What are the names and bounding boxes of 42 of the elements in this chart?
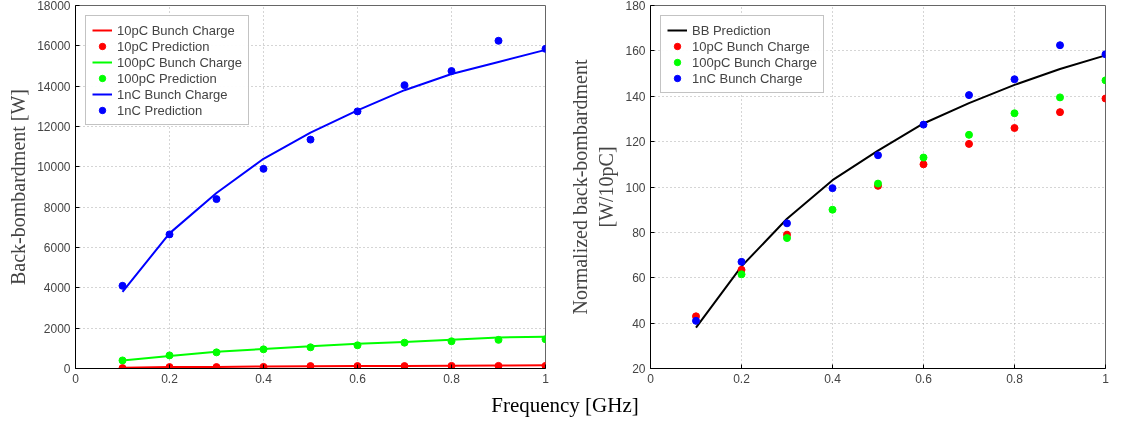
legend-label: 1nC Prediction (117, 102, 203, 118)
y-tick-label: 4000 (43, 281, 71, 296)
y-tick-label: 8000 (43, 200, 71, 215)
legend-label: 10pC Bunch Charge (692, 38, 810, 54)
x-tick-label: 0.2 (733, 371, 751, 386)
y-tick-label: 140 (625, 89, 646, 104)
y-tick-label: 180 (625, 0, 646, 13)
legend-label: 1nC Bunch Charge (117, 86, 228, 102)
legend-label: 1nC Bunch Charge (692, 70, 803, 86)
legend-label: BB Prediction (692, 22, 771, 38)
y-tick-label: 60 (632, 271, 646, 286)
x-tick-label: 0.8 (443, 371, 461, 386)
x-tick-label: 0.4 (255, 371, 273, 386)
y-tick-label: 20 (632, 362, 646, 376)
legend-label: 100pC Prediction (117, 70, 217, 86)
y-tick-label: 16000 (37, 39, 71, 54)
legend-label: 10pC Bunch Charge (117, 22, 235, 38)
y-tick-label: 80 (632, 225, 646, 240)
y-tick-label: 14000 (37, 79, 71, 94)
y-axis-title: Normalized back-bombardment [W/10pC] (569, 59, 619, 315)
y-tick-label: 0 (63, 362, 71, 376)
y-tick-label: 120 (625, 135, 646, 150)
y-tick-label: 100 (625, 180, 646, 195)
y-tick-label: 10000 (37, 160, 71, 175)
legend-label: 100pC Bunch Charge (117, 54, 243, 70)
x-tick-label: 1 (1102, 371, 1110, 386)
x-tick-label: 1 (542, 371, 550, 386)
y-axis-title: Back-bombardment [W] (7, 88, 30, 286)
x-tick-label: 0.4 (824, 371, 842, 386)
x-tick-label: 0.8 (1006, 371, 1024, 386)
y-tick-label: 40 (632, 316, 646, 331)
legend-label: 100pC Bunch Charge (692, 54, 818, 70)
y-tick-label: 12000 (37, 120, 71, 134)
x-tick-label: 0.6 (349, 371, 367, 386)
x-axis-title: Frequency [GHz] (490, 392, 640, 419)
y-tick-label: 18000 (37, 0, 71, 13)
y-tick-label: 6000 (43, 241, 71, 255)
x-tick-label: 0.6 (915, 371, 933, 386)
x-tick-label: 0.2 (161, 371, 179, 386)
y-tick-label: 2000 (43, 321, 71, 336)
legend-label: 10pC Prediction (117, 38, 210, 54)
y-tick-label: 160 (625, 44, 646, 59)
